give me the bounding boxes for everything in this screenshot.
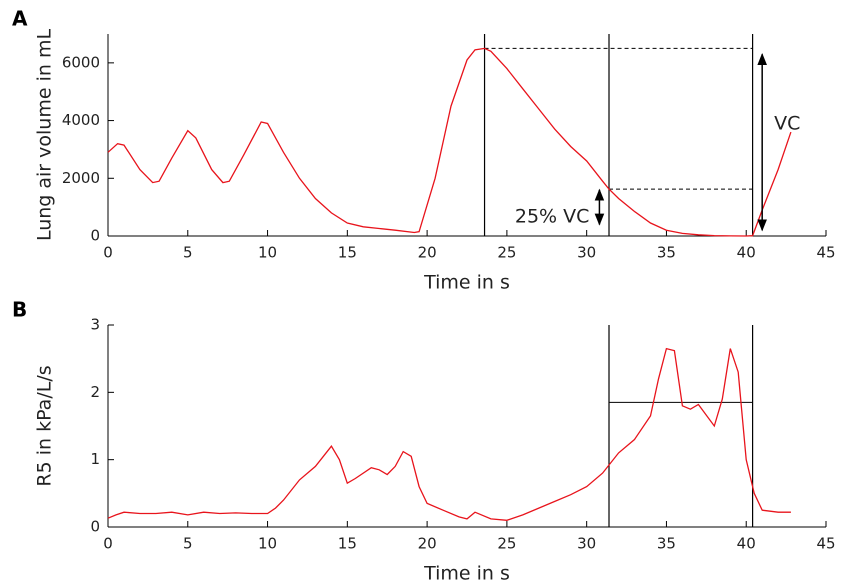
y-tick-label: 4000 bbox=[62, 111, 100, 129]
x-tick-label: 10 bbox=[258, 535, 277, 553]
y-tick-label: 0 bbox=[90, 227, 100, 245]
y-tick-label: 1 bbox=[90, 450, 100, 468]
panel-label: B bbox=[12, 298, 27, 322]
x-tick-label: 15 bbox=[338, 535, 357, 553]
x-tick-label: 10 bbox=[258, 244, 277, 262]
data-line bbox=[107, 47, 792, 237]
y-tick-label: 0 bbox=[90, 518, 100, 536]
x-tick-label: 40 bbox=[737, 535, 756, 553]
x-tick-label: 30 bbox=[577, 535, 596, 553]
x-tick-label: 25 bbox=[497, 244, 516, 262]
x-tick-label: 40 bbox=[737, 244, 756, 262]
x-tick-label: 15 bbox=[338, 244, 357, 262]
x-tick-label: 35 bbox=[657, 535, 676, 553]
x-tick-label: 45 bbox=[816, 244, 835, 262]
x-axis-label: Time in s bbox=[423, 272, 510, 294]
y-axis-label: R5 in kPa/L/s bbox=[34, 365, 56, 486]
y-axis-label: Lung air volume in mL bbox=[34, 29, 56, 242]
x-tick-label: 5 bbox=[183, 535, 193, 553]
x-tick-label: 30 bbox=[577, 244, 596, 262]
y-tick-label: 6000 bbox=[62, 53, 100, 71]
x-tick-label: 0 bbox=[103, 535, 113, 553]
x-tick-label: 25 bbox=[497, 535, 516, 553]
x-tick-label: 0 bbox=[103, 244, 113, 262]
x-tick-label: 5 bbox=[183, 244, 193, 262]
x-axis-label: Time in s bbox=[423, 563, 510, 582]
y-tick-label: 2 bbox=[90, 383, 100, 401]
x-tick-label: 45 bbox=[816, 535, 835, 553]
y-tick-label: 2000 bbox=[62, 169, 100, 187]
x-tick-label: 20 bbox=[418, 535, 437, 553]
x-tick-label: 20 bbox=[418, 244, 437, 262]
y-tick-label: 3 bbox=[90, 316, 100, 334]
data-line bbox=[107, 347, 791, 521]
annotation: 25% VC bbox=[515, 206, 590, 228]
x-tick-label: 35 bbox=[657, 244, 676, 262]
panel-label: A bbox=[12, 7, 28, 31]
annotation: VC bbox=[774, 113, 800, 135]
